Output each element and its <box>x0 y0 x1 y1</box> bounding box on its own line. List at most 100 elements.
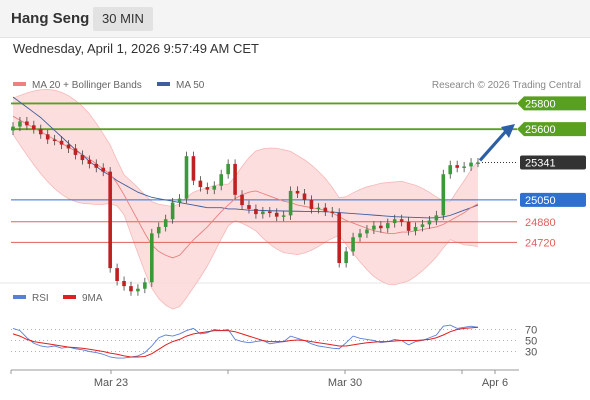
level-badge-25600 <box>517 122 586 137</box>
candle-body <box>448 165 453 175</box>
candle-body <box>351 237 355 252</box>
candle-body <box>170 202 175 220</box>
level-label-25600: 25600 <box>525 124 556 136</box>
candle-body <box>212 185 217 190</box>
candle-body <box>11 126 15 131</box>
ma20-line <box>12 115 479 259</box>
candle-body <box>372 225 376 230</box>
timeframe-button[interactable]: 30 MIN <box>93 7 153 31</box>
rsi-tick-label: 30 <box>525 347 537 359</box>
candle-body <box>392 219 397 224</box>
legend-label-ma50: MA 50 <box>176 80 205 91</box>
level-label-25800: 25800 <box>525 98 556 110</box>
candle-body <box>413 226 418 231</box>
candle-body <box>136 288 140 292</box>
candle-body <box>184 156 189 199</box>
candle-body <box>441 174 446 216</box>
candle-body <box>330 211 335 214</box>
candle-body <box>469 162 473 167</box>
rsi-tick-label: 70 <box>525 325 537 337</box>
time-tick-label: Mar 23 <box>94 377 128 389</box>
candle-body <box>295 190 300 194</box>
candle-body <box>59 140 64 145</box>
level-badge-25341 <box>520 155 586 170</box>
legend-rsi-ma: 9MA <box>63 293 103 304</box>
candle-body <box>240 194 244 206</box>
candle-body <box>233 163 237 195</box>
candle-body <box>385 223 390 229</box>
candle-body <box>302 193 307 200</box>
candle-body <box>45 134 50 140</box>
candle-body <box>462 166 466 168</box>
legend-swatch-bollinger <box>13 82 26 87</box>
legend-swatch-ma50 <box>157 82 170 87</box>
candle-body <box>122 281 126 287</box>
candle-body <box>455 165 459 168</box>
projection-arrow-shaft <box>478 128 509 162</box>
candle-body <box>32 125 36 130</box>
legend-swatch-rsi <box>13 295 26 300</box>
candle-body <box>309 199 314 209</box>
candle-body <box>25 121 29 126</box>
candle-body <box>399 219 404 222</box>
candle-body <box>476 162 480 164</box>
level-label-24720: 24720 <box>525 237 556 249</box>
candle-body <box>261 211 265 215</box>
candle-body <box>115 268 119 281</box>
candle-body <box>163 219 168 227</box>
candle-body <box>191 156 196 181</box>
time-tick-label: Apr 6 <box>482 377 508 389</box>
candle-body <box>379 225 383 229</box>
legend-swatch-rsi-ma <box>63 295 76 300</box>
candle-body <box>177 198 182 203</box>
candle-body <box>219 174 224 186</box>
legend-rsi: RSI <box>13 293 49 304</box>
candle-body <box>323 207 328 212</box>
candle-body <box>129 286 133 292</box>
candle-body <box>52 139 57 141</box>
bollinger-band <box>13 89 478 310</box>
candle-body <box>18 121 22 127</box>
candle-body <box>101 167 106 172</box>
candle-body <box>143 282 147 289</box>
candle-body <box>80 154 85 161</box>
candle-body <box>108 171 112 269</box>
legend-ma50: MA 50 <box>157 80 204 91</box>
candle-body <box>87 160 92 164</box>
instrument-title: Hang Seng <box>11 10 90 27</box>
rsi-tick-label: 50 <box>525 336 537 348</box>
projection-arrow-head <box>501 124 515 138</box>
candle-body <box>247 205 251 209</box>
level-label-25050: 25050 <box>525 195 556 207</box>
candle-body <box>150 233 154 283</box>
candle-body <box>94 163 99 168</box>
time-tick-label: Mar 30 <box>328 377 362 389</box>
candle-body <box>38 129 43 135</box>
level-label-24880: 24880 <box>525 217 556 229</box>
source-credit: Research © 2026 Trading Central <box>431 80 581 91</box>
bollinger-upper-line <box>12 89 479 207</box>
level-badge-25050 <box>520 192 586 207</box>
candle-body <box>427 220 432 225</box>
legend-bollinger: MA 20 + Bollinger Bands <box>13 80 142 91</box>
candle-body <box>365 229 369 234</box>
rsi-ma-line <box>12 326 479 358</box>
candle-body <box>420 224 425 227</box>
rsi-line <box>12 324 479 359</box>
candle-body <box>316 207 321 210</box>
candle-body <box>254 208 258 215</box>
chart-header: Hang Seng 30 MIN <box>0 0 590 38</box>
level-badge-25800 <box>517 96 586 111</box>
legend-label-rsi: RSI <box>32 293 49 304</box>
candle-body <box>66 144 71 149</box>
candle-body <box>344 251 348 263</box>
candle-body <box>267 211 272 214</box>
candle-body <box>205 187 210 190</box>
legend-label-bollinger: MA 20 + Bollinger Bands <box>32 80 142 91</box>
candle-body <box>434 215 439 221</box>
candle-body <box>73 148 78 155</box>
candle-body <box>337 212 341 263</box>
candle-body <box>198 180 203 188</box>
candle-body <box>226 163 230 175</box>
